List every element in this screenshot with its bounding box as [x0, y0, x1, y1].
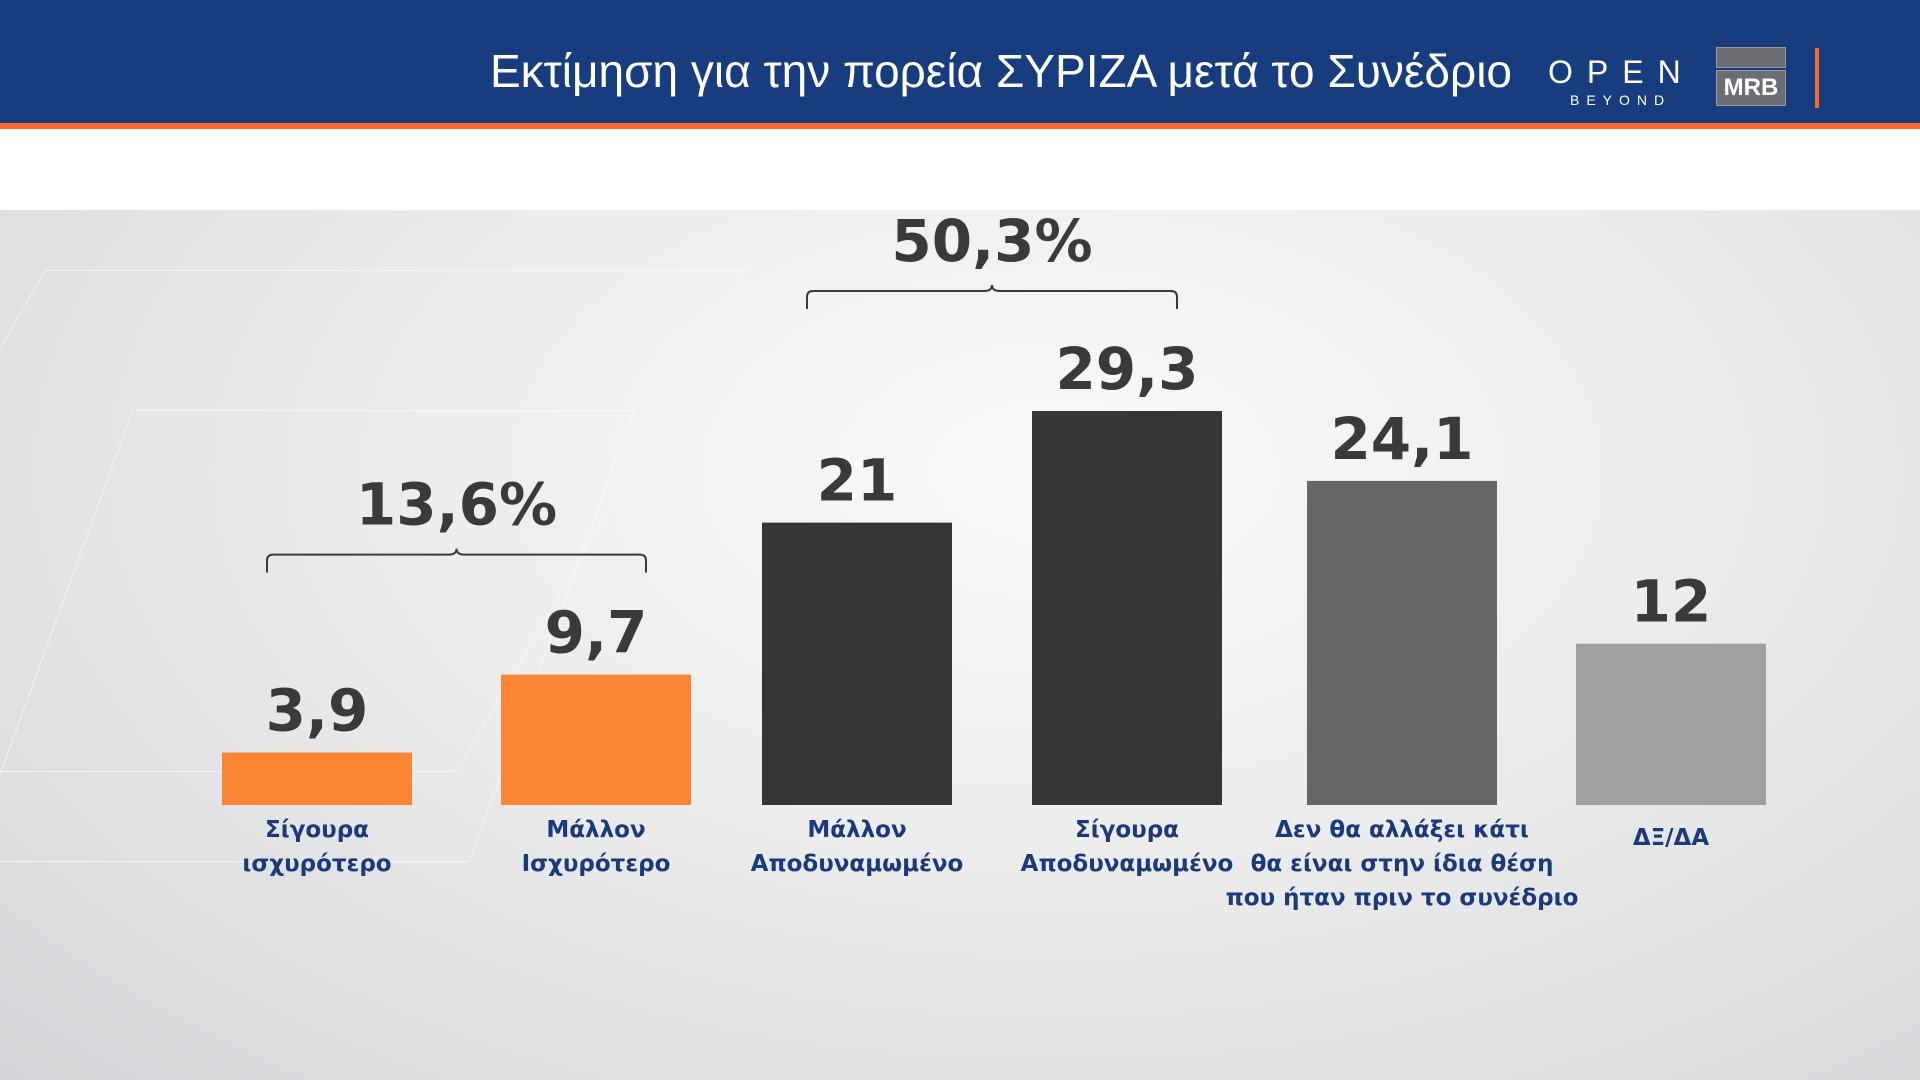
category-label: Μάλλον: [807, 817, 906, 843]
category-label: Αποδυναμωμένο: [1021, 851, 1234, 877]
group-total-label: 13,6%: [356, 471, 557, 539]
header-divider: [1815, 48, 1819, 108]
header-bar: [0, 0, 1920, 123]
bar: [1576, 643, 1766, 805]
category-label: ισχυρότερο: [242, 851, 391, 877]
category-label: Δεν θα αλλάξει κάτι: [1275, 817, 1529, 843]
category-label: θα είναι στην ίδια θέση: [1251, 851, 1554, 877]
group-bracket: [266, 548, 647, 573]
value-label: 3,9: [266, 677, 369, 745]
value-label: 29,3: [1055, 335, 1198, 403]
page-title: Εκτίμηση για την πορεία ΣΥΡΙΖΑ μετά το Σ…: [489, 45, 1512, 97]
category-label: Ισχυρότερο: [522, 851, 671, 877]
value-label: 12: [1631, 568, 1712, 636]
group-bracket: [806, 284, 1178, 309]
header-accent-line: [0, 123, 1920, 129]
category-label: Μάλλον: [546, 817, 645, 843]
bar: [501, 674, 691, 805]
category-label: που ήταν πριν το συνέδριο: [1226, 885, 1579, 911]
bar: [762, 522, 952, 805]
open-logo-subtitle: BEYOND: [1570, 92, 1672, 108]
value-label: 9,7: [545, 599, 648, 667]
category-label: Σίγουρα: [265, 817, 369, 843]
category-label: Σίγουρα: [1075, 817, 1179, 843]
bar: [222, 752, 412, 805]
value-label: 21: [817, 447, 898, 515]
open-logo: OPEN: [1548, 54, 1695, 90]
category-label: ΔΞ/ΔΑ: [1633, 825, 1710, 851]
group-total-label: 50,3%: [891, 207, 1092, 275]
bar: [1032, 411, 1222, 805]
bar: [1307, 480, 1497, 805]
category-label: Αποδυναμωμένο: [751, 851, 964, 877]
value-label: 24,1: [1330, 405, 1473, 473]
mrb-logo: MRB: [1716, 47, 1786, 106]
